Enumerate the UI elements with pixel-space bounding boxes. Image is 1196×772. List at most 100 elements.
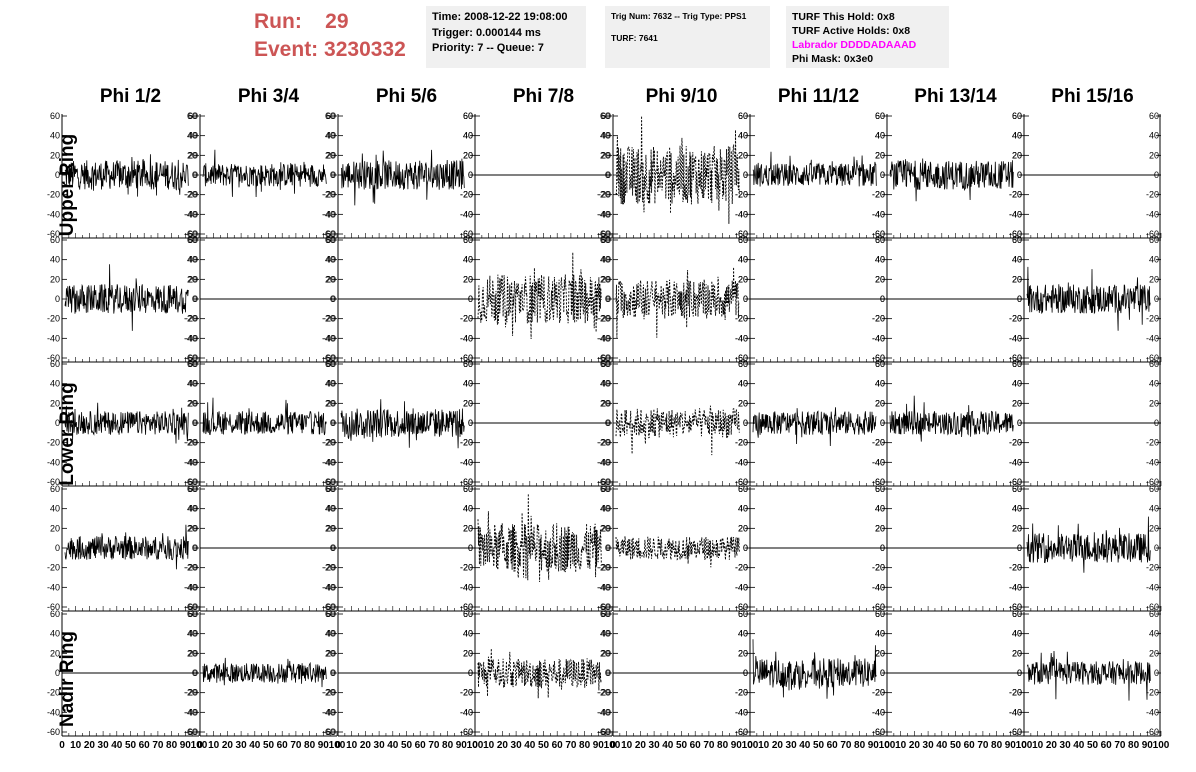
y-tick-label-left: 40	[738, 629, 748, 639]
y-tick-label-left: 60	[326, 111, 336, 121]
y-tick-label-right: -60	[1009, 727, 1022, 737]
y-tick-label-left: 40	[875, 504, 885, 514]
y-tick-label-right: 0	[1154, 294, 1159, 304]
y-tick-label-left: -20	[47, 438, 60, 448]
y-tick-label-right: -60	[1146, 477, 1159, 487]
y-tick-label-right: 60	[325, 359, 335, 369]
y-tick-label-right: -20	[460, 563, 473, 573]
x-tick-label: 30	[374, 740, 386, 751]
x-tick-label: 40	[1073, 740, 1085, 751]
y-tick-label-right: 40	[1012, 504, 1022, 514]
x-tick-label: 70	[977, 740, 989, 751]
y-tick-label-left: -60	[47, 229, 60, 239]
y-tick-label-right: -40	[460, 457, 473, 467]
y-tick-label-right: 40	[600, 629, 610, 639]
y-tick-label-left: 60	[1012, 111, 1022, 121]
y-tick-label-left: 60	[188, 235, 198, 245]
y-tick-label-right: 0	[1017, 418, 1022, 428]
y-tick-label-right: -60	[872, 727, 885, 737]
y-tick-label-right: 40	[463, 504, 473, 514]
y-tick-label-right: 40	[738, 504, 748, 514]
y-tick-label-right: 20	[1012, 648, 1022, 658]
y-tick-label-right: 0	[605, 668, 610, 678]
y-tick-label-left: 60	[738, 484, 748, 494]
y-tick-label-right: 40	[738, 629, 748, 639]
y-tick-label-left: -20	[185, 314, 198, 324]
x-tick-label: 60	[1101, 740, 1113, 751]
trig-num-line: Trig Num: 7632 -- Trig Type: PPS1	[611, 11, 747, 21]
y-tick-label-left: 20	[326, 398, 336, 408]
y-tick-label-right: -20	[184, 688, 197, 698]
y-tick-label-right: -40	[872, 707, 885, 717]
y-tick-label-right: -60	[184, 602, 197, 612]
x-tick-label: 80	[991, 740, 1003, 751]
y-tick-label-right: 60	[187, 235, 197, 245]
y-tick-label-right: 60	[738, 609, 748, 619]
y-tick-label-right: 60	[325, 609, 335, 619]
y-tick-label-right: 40	[187, 504, 197, 514]
x-tick-label: 60	[415, 740, 427, 751]
y-tick-label-right: -20	[597, 438, 610, 448]
y-tick-label-right: -60	[460, 602, 473, 612]
y-tick-label-right: -20	[184, 314, 197, 324]
y-tick-label-right: 60	[463, 484, 473, 494]
event-value: 3230332	[324, 38, 406, 61]
y-tick-label-right: -20	[1146, 190, 1159, 200]
y-tick-label-right: -20	[322, 688, 335, 698]
x-tick-label: 40	[524, 740, 536, 751]
y-tick-label-left: 40	[1012, 629, 1022, 639]
y-tick-label-left: -40	[47, 582, 60, 592]
x-tick-label: 20	[909, 740, 921, 751]
y-tick-label-left: -40	[185, 582, 198, 592]
y-tick-label-right: 40	[187, 131, 197, 141]
waveform-trace	[340, 149, 465, 206]
y-tick-label-left: -60	[323, 602, 336, 612]
x-tick-label: 0	[335, 740, 341, 751]
y-tick-label-right: 20	[1149, 523, 1159, 533]
y-tick-label-left: 40	[188, 379, 198, 389]
y-tick-label-left: -20	[323, 190, 336, 200]
y-tick-label-left: -60	[185, 353, 198, 363]
y-tick-label-right: 60	[738, 235, 748, 245]
y-tick-label-right: 40	[875, 379, 885, 389]
y-tick-label-right: -20	[322, 438, 335, 448]
y-tick-label-right: 40	[187, 629, 197, 639]
y-tick-label-right: 60	[1012, 609, 1022, 619]
y-tick-label-right: 40	[600, 255, 610, 265]
y-tick-label-right: -40	[460, 209, 473, 219]
y-tick-label-right: -20	[322, 563, 335, 573]
y-tick-label-left: 0	[193, 294, 198, 304]
y-tick-label-left: 40	[601, 255, 611, 265]
y-tick-label-left: 40	[875, 131, 885, 141]
y-tick-label-right: 60	[187, 484, 197, 494]
waveform-trace	[1026, 266, 1151, 331]
y-tick-label-left: 60	[601, 235, 611, 245]
y-tick-label-right: -40	[184, 209, 197, 219]
y-tick-label-left: -20	[47, 563, 60, 573]
y-tick-label-left: -20	[47, 190, 60, 200]
y-tick-label-left: 0	[1017, 543, 1022, 553]
y-tick-label-left: 20	[738, 648, 748, 658]
y-tick-label-left: 0	[1017, 668, 1022, 678]
y-tick-label-left: -40	[735, 582, 748, 592]
x-tick-label: 10	[895, 740, 907, 751]
y-tick-label-right: -20	[597, 563, 610, 573]
x-tick-label: 20	[222, 740, 234, 751]
y-tick-label-left: 60	[188, 359, 198, 369]
y-tick-label-left: -60	[872, 477, 885, 487]
y-tick-label-right: 20	[187, 648, 197, 658]
y-tick-label-left: 60	[326, 484, 336, 494]
y-tick-label-right: -60	[872, 353, 885, 363]
time-info-box: Time: 2008-12-22 19:08:00 Trigger: 0.000…	[426, 6, 586, 68]
y-tick-label-left: 40	[463, 504, 473, 514]
x-tick-label: 100	[1153, 740, 1170, 751]
y-tick-label-right: -20	[1009, 314, 1022, 324]
y-tick-label-left: 20	[875, 150, 885, 160]
y-tick-label-right: 60	[1012, 111, 1022, 121]
x-tick-label: 50	[950, 740, 962, 751]
y-tick-label-left: 60	[326, 609, 336, 619]
y-tick-label-left: -20	[323, 688, 336, 698]
trigger-line: Trigger: 0.000144 ms	[432, 26, 541, 39]
y-tick-label-right: 20	[1012, 150, 1022, 160]
y-tick-label-left: 60	[738, 359, 748, 369]
